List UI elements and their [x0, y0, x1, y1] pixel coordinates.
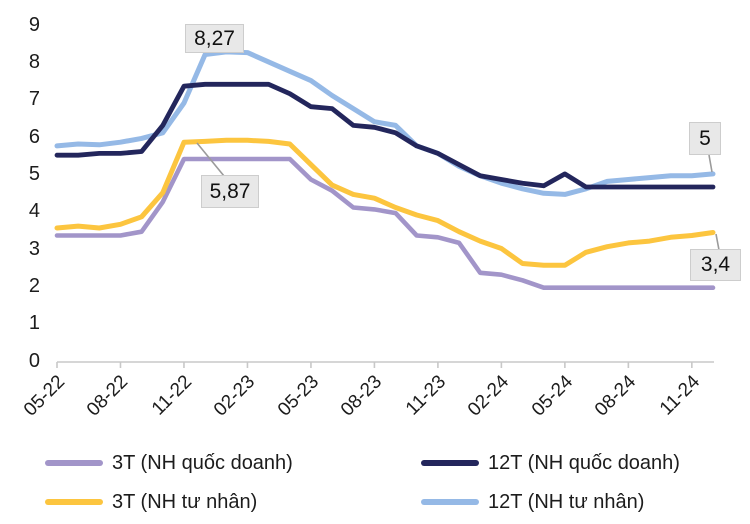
- annotation-peak-12t-tu-nhan: 8,27: [185, 24, 244, 53]
- y-tick-label: 3: [28, 237, 40, 260]
- series-line-3t-nh-quoc-doanh: [54, 156, 716, 291]
- y-tick-label: 6: [28, 125, 40, 148]
- annotation-peak-3t-tu-nhan: 5,87: [201, 175, 259, 208]
- y-tick-label: 9: [28, 13, 40, 36]
- x-axis-tick-marks: [56, 362, 693, 368]
- series-line-3t-nh-tu-nhan: [54, 137, 716, 268]
- y-tick-label: 2: [28, 274, 40, 297]
- plot-area: [54, 49, 720, 368]
- annotation-leader-line-5: [708, 154, 713, 173]
- legend-swatch-3t-nh-quoc-doanh: [45, 460, 103, 466]
- legend-item-12t-nh-quoc-doanh: 12T (NH quốc doanh): [421, 452, 680, 474]
- legend-label-12t-nh-tu-nhan: 12T (NH tư nhân): [488, 491, 645, 513]
- annotation-leader-line-5-87: [196, 142, 225, 177]
- y-tick-label: 0: [28, 349, 40, 372]
- legend-swatch-12t-nh-quoc-doanh: [421, 460, 479, 466]
- legend-swatch-3t-nh-tu-nhan: [45, 499, 103, 505]
- y-tick-label: 7: [28, 88, 40, 111]
- series-line-12t-nh-quoc-doanh: [54, 81, 716, 190]
- y-tick-label: 1: [28, 312, 40, 335]
- annotation-last-3t-tu-nhan: 3,4: [690, 249, 741, 281]
- legend-swatch-12t-nh-tu-nhan: [421, 499, 479, 505]
- legend-item-12t-nh-tu-nhan: 12T (NH tư nhân): [421, 491, 644, 513]
- annotation-leader-line-3-4: [715, 233, 720, 251]
- legend-label-3t-nh-tu-nhan: 3T (NH tư nhân): [112, 491, 258, 513]
- legend-item-3t-nh-quoc-doanh: 3T (NH quốc doanh): [45, 452, 293, 474]
- y-tick-label: 4: [28, 200, 40, 223]
- legend-item-3t-nh-tu-nhan: 3T (NH tư nhân): [45, 491, 257, 513]
- annotation-last-12t-tu-nhan: 5: [689, 122, 721, 155]
- legend-label-3t-nh-quoc-doanh: 3T (NH quốc doanh): [112, 452, 293, 474]
- y-tick-label: 5: [28, 162, 40, 185]
- y-tick-label: 8: [28, 50, 40, 73]
- series-line-12t-nh-tu-nhan: [54, 49, 716, 197]
- legend-label-12t-nh-quoc-doanh: 12T (NH quốc doanh): [488, 452, 680, 474]
